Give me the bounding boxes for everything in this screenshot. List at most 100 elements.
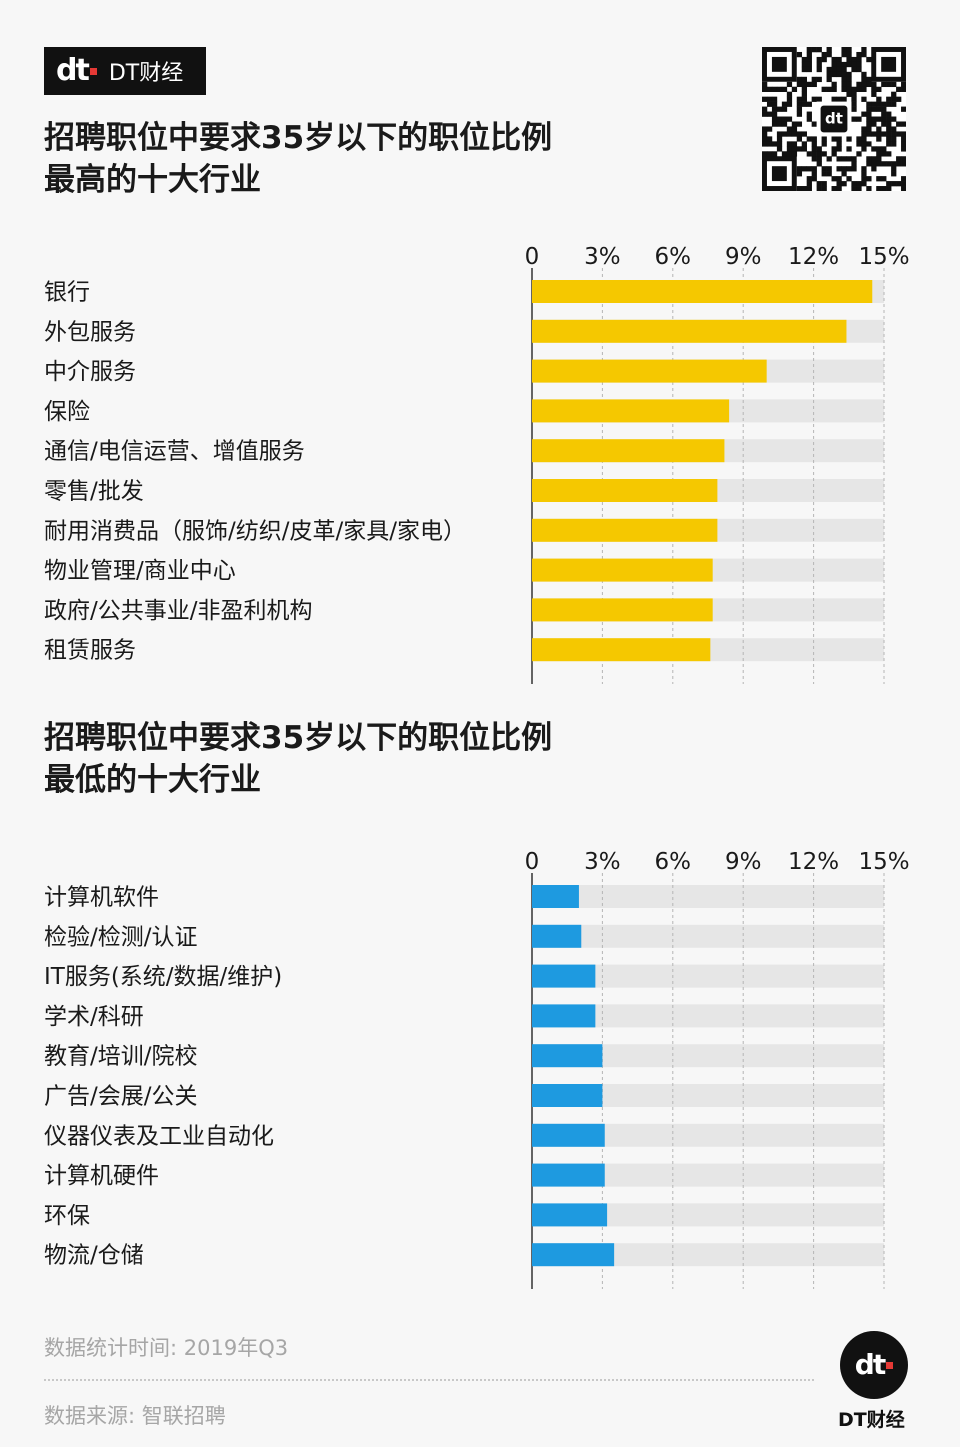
qr-module xyxy=(762,141,768,147)
brand-tag: dt DT财经 xyxy=(44,47,206,95)
qr-module xyxy=(881,121,887,127)
qr-module xyxy=(851,181,857,187)
chart-1-title-line-1: 招聘职位中要求35岁以下的职位比例 xyxy=(44,120,553,156)
qr-module xyxy=(786,96,793,102)
qr-module xyxy=(836,176,842,182)
qr-module xyxy=(851,66,857,73)
qr-module xyxy=(881,146,887,152)
bar xyxy=(532,1004,596,1028)
qr-module xyxy=(762,86,768,92)
qr-module xyxy=(861,181,867,187)
x-tick-label: 0 xyxy=(525,849,540,875)
bar-track xyxy=(532,1123,884,1147)
qr-module xyxy=(796,111,803,117)
qr-module xyxy=(866,81,872,88)
qr-module xyxy=(846,61,852,68)
footer-divider xyxy=(44,1379,814,1381)
category-label: 检验/检测/认证 xyxy=(44,924,198,950)
qr-module xyxy=(806,181,812,187)
qr-module xyxy=(831,56,837,63)
qr-module xyxy=(816,186,822,192)
qr-module xyxy=(811,81,817,88)
x-tick-label: 0 xyxy=(525,244,540,270)
qr-module xyxy=(866,176,872,182)
qr-module xyxy=(881,101,887,107)
category-label: 政府/公共事业/非盈利机构 xyxy=(44,598,313,624)
qr-module xyxy=(876,146,882,152)
x-tick-label: 9% xyxy=(725,849,762,875)
bar-track xyxy=(532,885,884,908)
bar xyxy=(532,359,767,383)
qr-module xyxy=(841,51,847,58)
qr-module xyxy=(806,186,812,192)
x-tick-label: 12% xyxy=(788,244,839,270)
qr-module xyxy=(762,126,768,132)
qr-module xyxy=(806,81,812,88)
qr-module xyxy=(826,156,832,162)
qr-module xyxy=(806,136,812,142)
qr-module xyxy=(836,136,842,142)
qr-module xyxy=(871,81,877,88)
qr-module xyxy=(886,181,892,187)
qr-module xyxy=(771,106,778,112)
qr-module xyxy=(901,136,907,142)
qr-module xyxy=(876,151,882,157)
qr-module xyxy=(841,81,847,88)
qr-module xyxy=(806,116,812,122)
qr-module xyxy=(806,176,812,182)
qr-module xyxy=(801,166,807,172)
qr-module xyxy=(851,86,857,92)
qr-module xyxy=(886,81,892,88)
qr-module xyxy=(881,81,887,88)
category-label: 耐用消费品（服饰/纺织/皮革/家具/家电） xyxy=(44,518,466,544)
brand-logo-dot xyxy=(89,67,97,75)
qr-module xyxy=(851,106,857,112)
qr-module xyxy=(856,51,862,58)
qr-module xyxy=(766,151,773,157)
qr-module xyxy=(776,106,783,112)
qr-module xyxy=(811,171,817,177)
qr-module xyxy=(762,131,768,137)
qr-module xyxy=(776,116,783,122)
qr-module xyxy=(816,151,822,157)
qr-module xyxy=(891,141,897,147)
bar xyxy=(532,558,713,582)
qr-module xyxy=(871,131,877,137)
qr-module xyxy=(786,91,793,97)
footer-brand-name: DT财经 xyxy=(838,1409,905,1431)
qr-module xyxy=(831,151,837,157)
qr-module xyxy=(856,136,862,142)
qr-module xyxy=(856,81,862,88)
qr-code: dt xyxy=(762,47,907,192)
qr-module xyxy=(806,47,812,53)
qr-module xyxy=(871,156,877,162)
qr-module xyxy=(861,51,867,58)
qr-module xyxy=(831,136,837,142)
qr-module xyxy=(886,131,892,137)
qr-module xyxy=(781,131,788,137)
qr-module xyxy=(806,51,812,58)
footer-logo-dot xyxy=(886,1361,894,1369)
qr-module xyxy=(861,171,867,177)
qr-module xyxy=(816,61,822,68)
qr-module xyxy=(781,86,788,92)
qr-module xyxy=(866,116,872,122)
qr-module xyxy=(776,141,783,147)
qr-module xyxy=(801,101,807,107)
qr-module xyxy=(856,66,862,73)
qr-module xyxy=(896,96,902,102)
qr-module xyxy=(796,136,803,142)
qr-module xyxy=(831,66,837,73)
qr-module xyxy=(786,141,793,147)
qr-module xyxy=(826,76,832,83)
qr-module xyxy=(836,141,842,147)
qr-module xyxy=(886,116,892,122)
category-label: 中介服务 xyxy=(44,359,136,385)
x-tick-label: 6% xyxy=(655,244,692,270)
bar xyxy=(532,638,711,662)
qr-module xyxy=(781,101,788,107)
qr-module xyxy=(796,106,803,112)
category-label: 物流/仓储 xyxy=(44,1243,144,1269)
qr-module xyxy=(886,96,892,102)
category-label: 环保 xyxy=(44,1203,90,1229)
